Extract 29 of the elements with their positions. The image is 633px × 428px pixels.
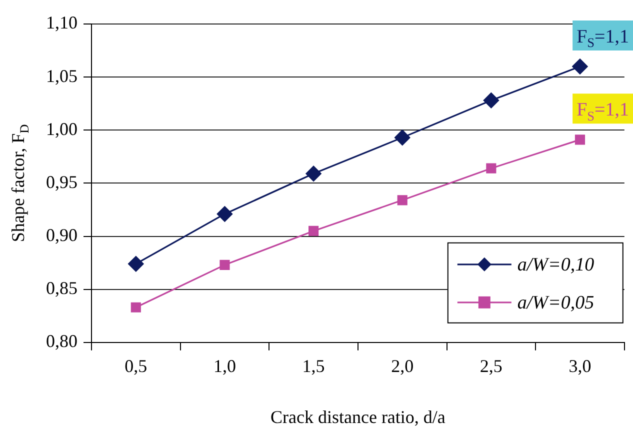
point xyxy=(574,134,586,145)
point xyxy=(130,302,141,312)
x-tick-label: 0,5 xyxy=(124,356,148,376)
x-tick-label: 2,5 xyxy=(480,356,502,376)
point xyxy=(394,130,410,146)
point xyxy=(397,195,408,206)
point xyxy=(306,166,322,182)
x-axis-title: Crack distance ratio, d/a xyxy=(270,407,446,427)
y-tick-label: 0,95 xyxy=(46,172,78,192)
y-axis-title: Shape factor, FD xyxy=(8,124,32,242)
x-tick-label: 2,0 xyxy=(391,356,414,376)
x-tick-label: 1,5 xyxy=(302,356,325,376)
point xyxy=(128,256,144,272)
point xyxy=(308,226,319,236)
x-tick-label: 3,0 xyxy=(568,356,592,376)
y-tick-label: 1,05 xyxy=(46,66,78,86)
y-tick-label: 1,00 xyxy=(46,118,78,139)
y-tick-label: 0,90 xyxy=(46,225,78,245)
x-tick-label: 1,0 xyxy=(213,356,236,376)
y-tick-label: 0,80 xyxy=(46,331,78,352)
point xyxy=(220,260,230,270)
y-tick-label: 0,85 xyxy=(46,278,78,298)
legend-label: a/W=0,10 xyxy=(517,254,595,276)
point xyxy=(572,58,588,74)
point xyxy=(486,163,496,174)
y-tick-label: 1,10 xyxy=(46,12,78,33)
legend-label: a/W=0,05 xyxy=(517,292,594,314)
point xyxy=(483,92,499,108)
point xyxy=(216,206,233,222)
